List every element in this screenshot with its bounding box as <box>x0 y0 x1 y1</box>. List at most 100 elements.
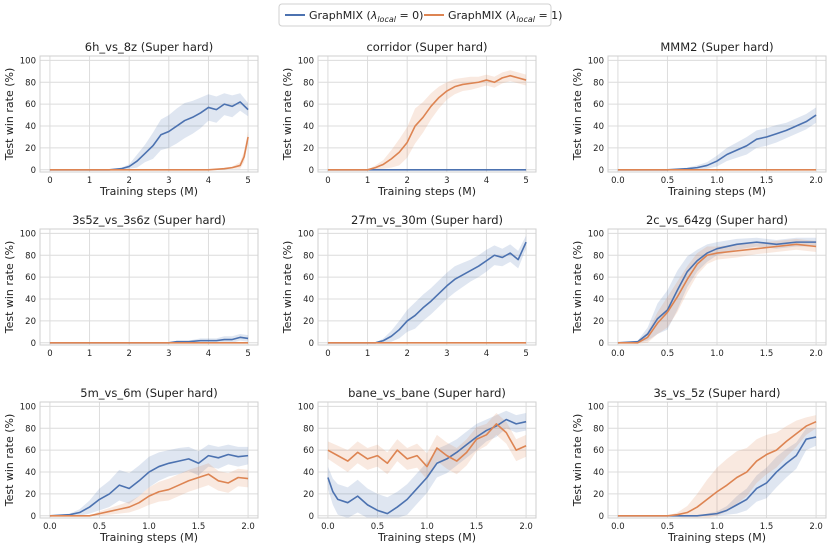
y-tick-label: 100 <box>298 229 314 239</box>
legend-frame <box>278 3 552 27</box>
y-tick-label: 40 <box>25 468 36 478</box>
y-tick-label: 60 <box>25 446 36 456</box>
x-tick-label: 2.0 <box>519 522 533 532</box>
chart-panel-7: 0 20 40 60 80 100 0.0 0.5 1.0 1.5 2.0 5m_vs_6m (Sup… <box>3 386 259 544</box>
series-band-lambda-0 <box>49 334 249 343</box>
y-tick-label: 100 <box>20 402 36 412</box>
legend: GraphMIX (λlocal = 0) GraphMIX (λlocal =… <box>278 3 562 27</box>
x-tick-label: 0.0 <box>321 522 335 532</box>
y-tick-label: 40 <box>25 295 36 305</box>
x-tick-label: 1.0 <box>710 349 724 359</box>
x-tick-label: 1.0 <box>420 522 434 532</box>
y-tick-label: 60 <box>593 273 604 283</box>
chart-title: 27m_vs_30m (Super hard) <box>351 213 503 227</box>
y-tick-label: 40 <box>303 122 314 132</box>
plot-frame <box>39 228 259 346</box>
plot-frame <box>607 228 827 346</box>
y-axis-label: Test win rate (%) <box>3 68 16 162</box>
series-line-lambda-0 <box>327 241 527 344</box>
y-tick-label: 80 <box>25 424 36 434</box>
plot-frame <box>317 228 537 346</box>
x-tick-label: 0 <box>47 176 52 186</box>
chart-title: 5m_vs_6m (Super hard) <box>80 386 217 400</box>
x-tick-label: 1.5 <box>760 176 774 186</box>
y-tick-label: 0 <box>309 339 314 349</box>
x-tick-label: 4 <box>206 349 211 359</box>
x-axis-label: Training steps (M) <box>377 185 476 198</box>
chart-title: bane_vs_bane (Super hard) <box>348 386 506 400</box>
series-line-lambda-0 <box>617 114 817 171</box>
chart-title: corridor (Super hard) <box>366 40 487 54</box>
plot-frame <box>317 401 537 519</box>
x-tick-label: 3 <box>444 176 449 186</box>
y-tick-label: 60 <box>25 100 36 110</box>
y-tick-label: 60 <box>593 100 604 110</box>
chart-panel-6: 0 20 40 60 80 100 0.0 0.5 1.0 1.5 2.0 2c_vs_64zg (S… <box>571 213 827 359</box>
y-tick-label: 100 <box>298 402 314 412</box>
x-tick-label: 1 <box>87 349 92 359</box>
series-line-lambda-1 <box>617 420 817 517</box>
x-axis-label: Training steps (M) <box>99 531 198 544</box>
series-band-lambda-1 <box>617 238 817 344</box>
plot-frame <box>39 55 259 173</box>
x-tick-label: 3 <box>166 349 171 359</box>
y-tick-label: 80 <box>593 424 604 434</box>
x-tick-label: 1.5 <box>470 522 484 532</box>
x-tick-label: 0.5 <box>371 522 385 532</box>
chart-panel-3: 0 20 40 60 80 100 0.0 0.5 1.0 1.5 2.0 MMM2 (Super h… <box>571 40 827 198</box>
y-tick-label: 100 <box>298 56 314 66</box>
y-tick-label: 40 <box>593 122 604 132</box>
y-axis-label: Test win rate (%) <box>571 68 584 162</box>
x-tick-label: 5 <box>523 349 528 359</box>
x-tick-label: 2.0 <box>809 176 823 186</box>
plot-frame <box>39 401 259 519</box>
y-tick-label: 40 <box>303 468 314 478</box>
x-tick-label: 0.0 <box>611 349 625 359</box>
y-tick-label: 0 <box>31 166 36 176</box>
x-tick-label: 2.0 <box>241 522 255 532</box>
chart-panel-1: 0 20 40 60 80 100 0 1 2 3 4 5 6h_vs_8z (Super hard) T… <box>3 40 259 198</box>
x-tick-label: 4 <box>206 176 211 186</box>
y-tick-label: 80 <box>593 78 604 88</box>
x-tick-label: 1.5 <box>192 522 206 532</box>
x-tick-label: 0 <box>47 349 52 359</box>
chart-panel-4: 0 20 40 60 80 100 0 1 2 3 4 5 3s5z_vs_3s6z (Super ha… <box>3 213 259 359</box>
y-tick-label: 40 <box>25 122 36 132</box>
series-line-lambda-0 <box>49 101 249 171</box>
y-tick-label: 60 <box>593 446 604 456</box>
y-tick-label: 0 <box>31 339 36 349</box>
y-tick-label: 60 <box>303 100 314 110</box>
y-tick-label: 20 <box>303 317 314 327</box>
x-tick-label: 0.5 <box>661 522 675 532</box>
x-tick-label: 1 <box>365 349 370 359</box>
x-tick-label: 1 <box>365 176 370 186</box>
x-tick-label: 2.0 <box>809 349 823 359</box>
x-tick-label: 0.5 <box>661 349 675 359</box>
x-tick-label: 0.0 <box>611 522 625 532</box>
series-band-lambda-1 <box>327 70 527 170</box>
series-band-lambda-0 <box>617 428 817 516</box>
y-axis-label: Test win rate (%) <box>281 241 294 335</box>
plot-frame <box>607 55 827 173</box>
x-tick-label: 5 <box>245 349 250 359</box>
x-tick-label: 4 <box>484 176 489 186</box>
chart-title: MMM2 (Super hard) <box>660 40 773 54</box>
y-tick-label: 100 <box>588 229 604 239</box>
y-tick-label: 80 <box>593 251 604 261</box>
series-band-lambda-1 <box>327 412 527 480</box>
chart-title: 2c_vs_64zg (Super hard) <box>646 213 788 227</box>
y-tick-label: 40 <box>593 468 604 478</box>
series-band-lambda-0 <box>327 235 527 343</box>
y-tick-label: 20 <box>303 490 314 500</box>
y-tick-label: 0 <box>31 512 36 522</box>
chart-title: 3s5z_vs_3s6z (Super hard) <box>72 213 226 227</box>
x-tick-label: 1 <box>87 176 92 186</box>
x-tick-label: 0.5 <box>93 522 107 532</box>
x-axis-label: Training steps (M) <box>667 185 766 198</box>
chart-title: 6h_vs_8z (Super hard) <box>85 40 213 54</box>
y-axis-label: Test win rate (%) <box>3 414 16 508</box>
series-band-lambda-1 <box>617 415 817 518</box>
x-tick-label: 1.0 <box>142 522 156 532</box>
